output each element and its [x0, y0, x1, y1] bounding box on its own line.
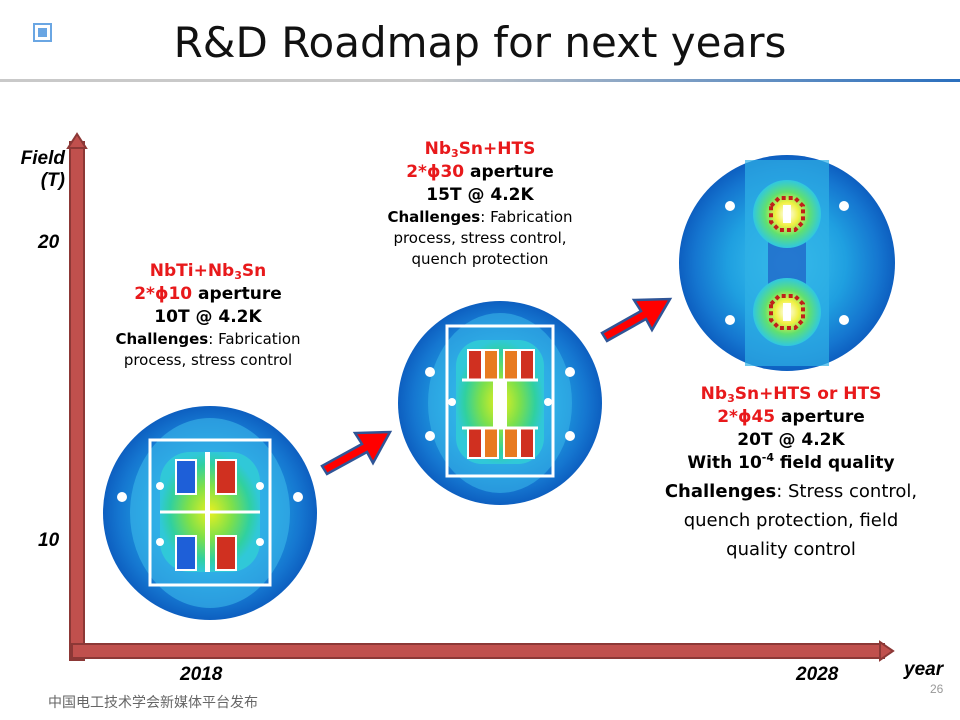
- stage-2-aperture: 2*ϕ30 aperture: [406, 162, 554, 182]
- stage-1-aperture: 2*ϕ10 aperture: [134, 284, 282, 304]
- progress-arrow-1: [320, 430, 393, 476]
- header-divider-accent: [420, 79, 960, 82]
- stage-2-challenges: Challenges: Fabrication process, stress …: [387, 208, 573, 268]
- y-tick-10: 10: [38, 530, 60, 551]
- magnet-cross-section-1: [103, 406, 317, 620]
- stage-1-field: 10T @ 4.2K: [154, 307, 262, 327]
- stage-2-description: Nb3Sn+HTS 2*ϕ30 aperture 15T @ 4.2K Chal…: [362, 138, 598, 270]
- logo-icon: [33, 23, 52, 42]
- stage-1-description: NbTi+Nb3Sn 2*ϕ10 aperture 10T @ 4.2K Cha…: [90, 260, 326, 371]
- x-tick-2018: 2018: [180, 664, 223, 685]
- stage-1-material: NbTi+Nb3Sn: [149, 261, 267, 282]
- stage-3-material: Nb3Sn+HTS or HTS: [700, 384, 882, 405]
- magnet-cross-section-2: [398, 301, 602, 505]
- y-axis-label: Field (T): [20, 148, 65, 191]
- stage-3-field-quality: With 10-4 field quality: [687, 451, 895, 473]
- stage-3-description: Nb3Sn+HTS or HTS 2*ϕ45 aperture 20T @ 4.…: [650, 383, 932, 564]
- stage-1-challenges: Challenges: Fabrication process, stress …: [115, 330, 301, 369]
- footer-watermark: 中国电工技术学会新媒体平台发布: [48, 695, 258, 711]
- x-tick-2028: 2028: [796, 664, 839, 685]
- stage-2-material: Nb3Sn+HTS: [424, 139, 536, 160]
- x-axis-label: year: [904, 659, 944, 680]
- stage-3-aperture: 2*ϕ45 aperture: [717, 407, 865, 427]
- stage-3-field: 20T @ 4.2K: [737, 430, 845, 450]
- magnet-cross-section-3: [679, 155, 895, 371]
- x-axis: [71, 640, 895, 662]
- y-tick-20: 20: [38, 232, 60, 253]
- page-number: 26: [930, 682, 944, 696]
- stage-3-challenges: Challenges: Stress control, quench prote…: [664, 481, 918, 560]
- page-title: R&D Roadmap for next years: [173, 18, 787, 67]
- progress-arrow-2: [600, 297, 673, 343]
- y-axis: [66, 132, 88, 661]
- stage-2-field: 15T @ 4.2K: [426, 185, 534, 205]
